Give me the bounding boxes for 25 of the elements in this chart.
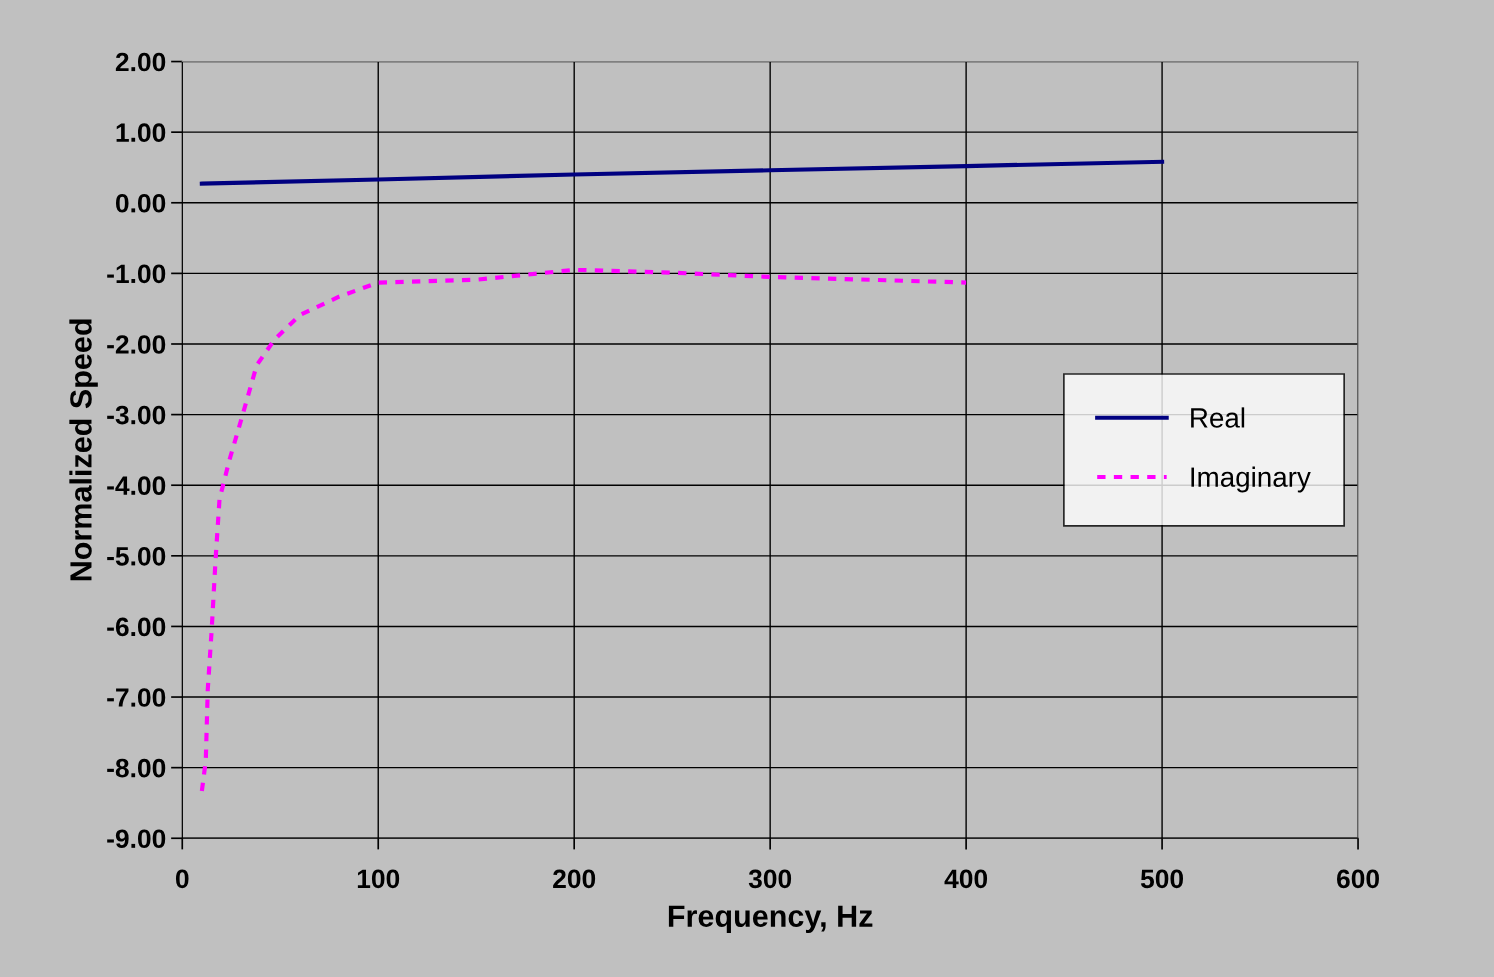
- x-tick-label: 100: [357, 869, 400, 889]
- y-tick-label: 0.00: [115, 193, 166, 213]
- y-tick-label: -4.00: [107, 476, 166, 496]
- x-tick-label: 500: [1140, 869, 1184, 889]
- y-tick-label: -9.00: [107, 829, 166, 849]
- x-axis-title: Frequency, Hz: [668, 905, 873, 934]
- line-series: [199, 159, 1165, 186]
- x-tick-label: 400: [944, 869, 988, 889]
- legend-label: Imaginary: [1191, 466, 1311, 493]
- x-tick-label: 0: [175, 869, 189, 889]
- y-tick-label: -8.00: [107, 758, 166, 778]
- y-axis-title: Normalized Speed: [69, 319, 98, 581]
- x-tick-label: 200: [553, 869, 596, 889]
- x-tick-label: 600: [1337, 869, 1379, 889]
- y-tick-label: 2.00: [115, 52, 166, 72]
- legend-label: Real: [1191, 407, 1245, 428]
- x-tick-label: 300: [748, 869, 792, 889]
- y-tick-label: 1.00: [116, 123, 166, 142]
- y-tick-label: -6.00: [107, 617, 166, 637]
- y-tick-label: -5.00: [107, 546, 166, 566]
- line-series: [199, 267, 969, 794]
- y-tick-label: -7.00: [107, 688, 166, 707]
- y-tick-label: -1.00: [107, 264, 166, 284]
- y-tick-label: -3.00: [107, 405, 166, 425]
- y-tick-label: -2.00: [107, 335, 166, 354]
